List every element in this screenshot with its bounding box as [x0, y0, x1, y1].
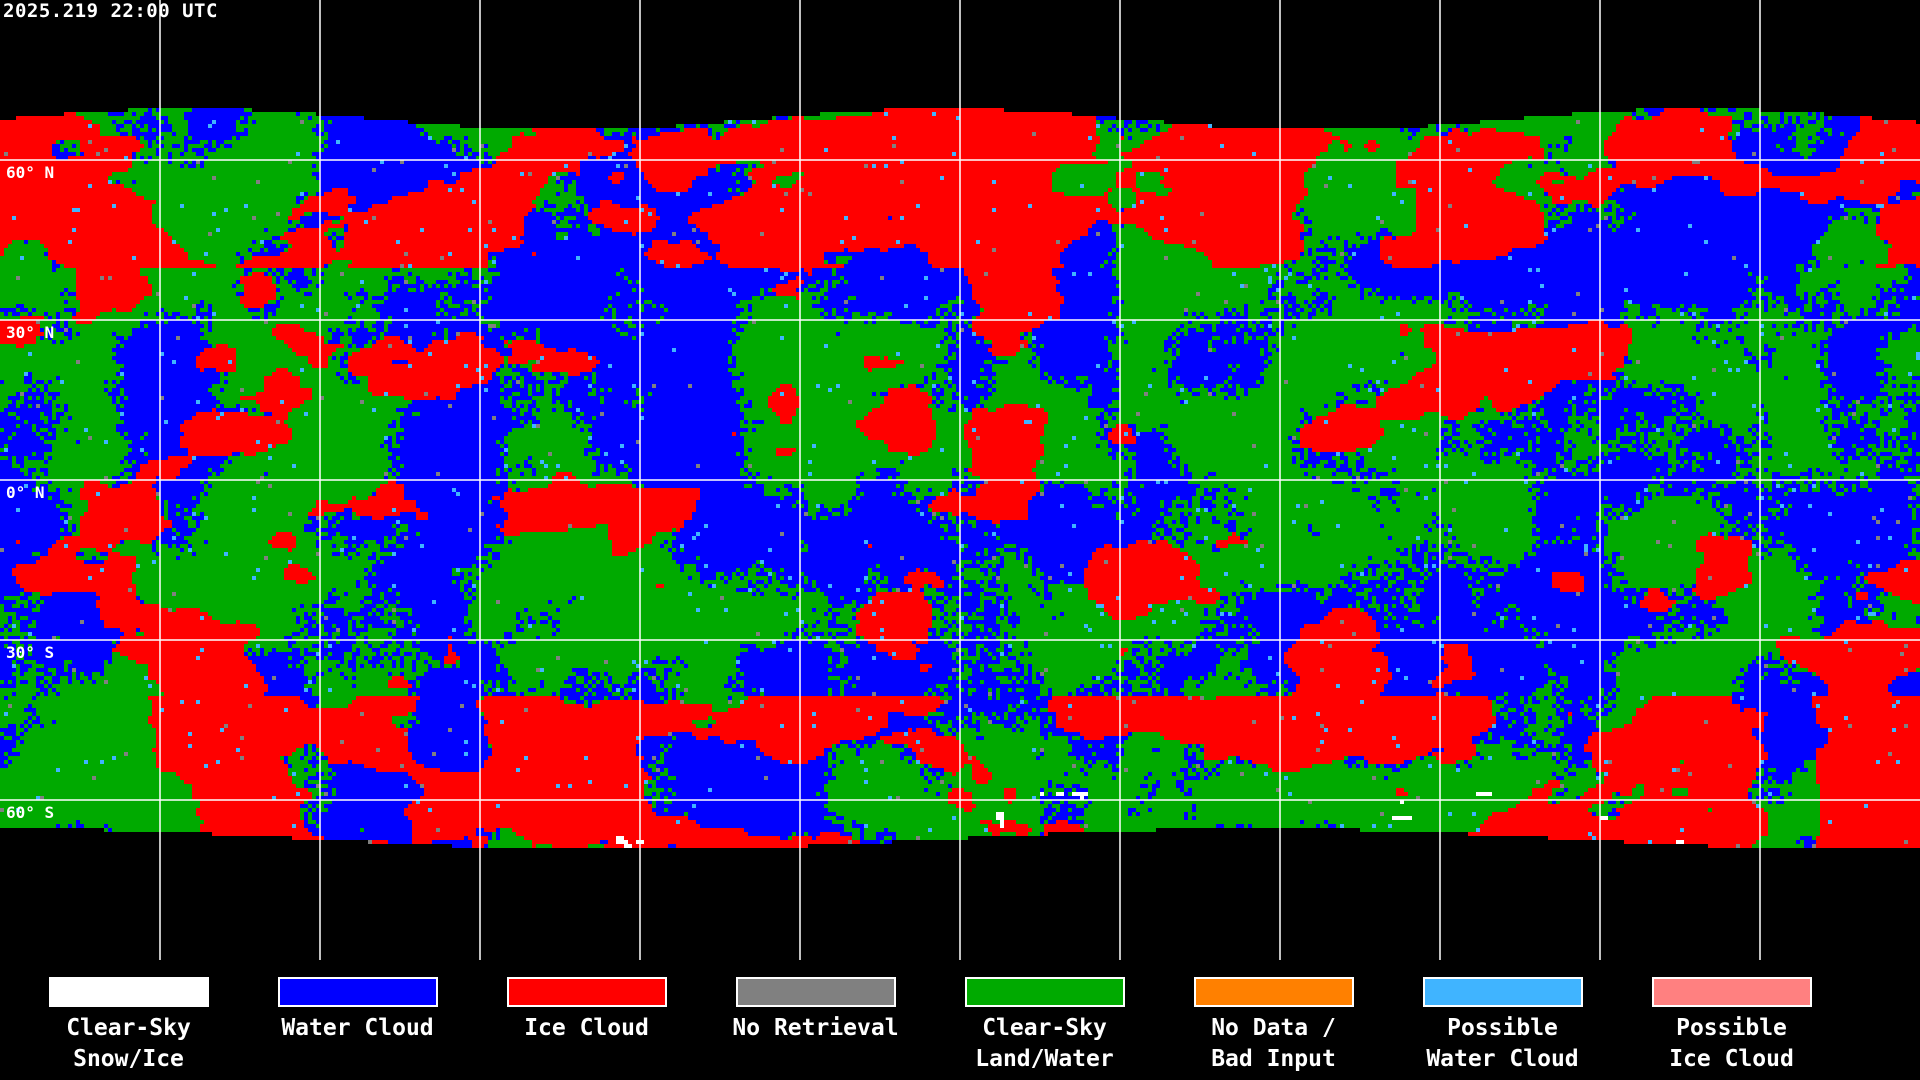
- legend-swatch: [1193, 977, 1354, 1007]
- legend-label: Possible Water Cloud: [1426, 1015, 1579, 1072]
- legend-swatch: [277, 977, 438, 1007]
- legend-label: Ice Cloud: [524, 1015, 649, 1041]
- legend-item-possible-water-cloud: Possible Water Cloud: [1388, 977, 1617, 1075]
- legend-swatch: [735, 977, 896, 1007]
- legend-label: No Data / Bad Input: [1211, 1015, 1336, 1072]
- legend-item-ice-cloud: Ice Cloud: [472, 977, 701, 1044]
- legend-swatch: [964, 977, 1125, 1007]
- lat-label-60n: 60° N: [6, 163, 55, 182]
- lat-label-60s: 60° S: [6, 803, 55, 822]
- lat-label-30n: 30° N: [6, 323, 55, 342]
- lat-label-0n: 0° N: [6, 483, 45, 502]
- legend-label: Clear-Sky Land/Water: [975, 1015, 1114, 1072]
- timestamp: 2025.219 22:00 UTC: [3, 0, 218, 22]
- legend-label: Clear-Sky Snow/Ice: [66, 1015, 191, 1072]
- legend-item-possible-ice-cloud: Possible Ice Cloud: [1617, 977, 1846, 1075]
- legend-swatch: [1422, 977, 1583, 1007]
- legend-item-clear-sky-snow-ice: Clear-Sky Snow/Ice: [14, 977, 243, 1075]
- legend-label: Possible Ice Cloud: [1669, 1015, 1794, 1072]
- legend-item-water-cloud: Water Cloud: [243, 977, 472, 1044]
- legend-swatch: [48, 977, 209, 1007]
- legend-label: No Retrieval: [732, 1015, 899, 1041]
- legend-item-clear-sky-land-water: Clear-Sky Land/Water: [930, 977, 1159, 1075]
- legend-item-no-data: No Data / Bad Input: [1159, 977, 1388, 1075]
- lat-lon-grid: [0, 0, 1920, 960]
- lat-label-30s: 30° S: [6, 643, 55, 662]
- legend-swatch: [506, 977, 667, 1007]
- legend-item-no-retrieval: No Retrieval: [701, 977, 930, 1044]
- legend-label: Water Cloud: [281, 1015, 434, 1041]
- legend-swatch: [1651, 977, 1812, 1007]
- legend: Clear-Sky Snow/Ice Water Cloud Ice Cloud…: [0, 960, 1920, 1080]
